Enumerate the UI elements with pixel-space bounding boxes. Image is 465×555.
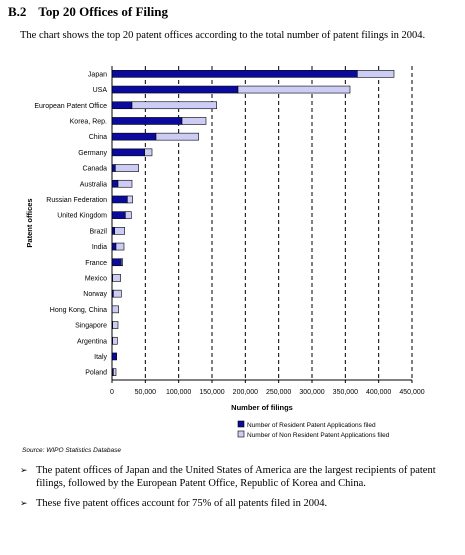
arrow-bullet-icon: ➢	[20, 465, 36, 490]
category-label: Argentina	[77, 338, 107, 345]
section-number: B.2	[8, 4, 26, 19]
category-label: Poland	[85, 370, 107, 377]
bar-nonresident	[113, 369, 116, 376]
bar-nonresident	[125, 212, 131, 219]
legend-label-resident: Number of Resident Patent Applications f…	[247, 422, 376, 429]
category-label: China	[89, 134, 107, 141]
bullet-item: ➢ These five patent offices account for …	[20, 498, 445, 511]
bar-resident	[112, 133, 156, 140]
x-tick-label: 150,000	[199, 389, 224, 396]
bar-resident	[112, 117, 182, 124]
bar-resident	[112, 259, 121, 266]
category-label: USA	[93, 87, 108, 94]
bullet-text: The patent offices of Japan and the Unit…	[36, 465, 445, 490]
category-label: European Patent Office	[34, 103, 107, 110]
x-tick-label: 100,000	[166, 389, 191, 396]
bar-nonresident	[113, 290, 121, 297]
bar-nonresident	[113, 274, 121, 281]
bar-resident	[112, 86, 238, 93]
source-note: Source: WIPO Statistics Database	[22, 447, 121, 454]
x-tick-label: 400,000	[366, 389, 391, 396]
category-label: India	[92, 244, 107, 251]
category-label: United Kingdom	[57, 213, 107, 220]
bar-nonresident	[132, 102, 217, 109]
bullet-text: These five patent offices account for 75…	[36, 498, 445, 511]
bar-nonresident	[357, 70, 394, 77]
category-label: Hong Kong, China	[50, 307, 107, 314]
bar-nonresident	[238, 86, 350, 93]
bar-nonresident	[156, 133, 199, 140]
bullet-item: ➢ The patent offices of Japan and the Un…	[20, 465, 445, 490]
bar-resident	[112, 180, 118, 187]
bar-resident	[112, 353, 117, 360]
bar-nonresident	[182, 117, 206, 124]
bar-resident	[112, 196, 127, 203]
category-label: Norway	[83, 291, 107, 298]
bar-nonresident	[112, 306, 119, 313]
y-axis-title: Patent offices	[25, 198, 34, 247]
bar-nonresident	[113, 322, 118, 329]
category-label: Japan	[88, 71, 107, 78]
bar-nonresident	[115, 165, 138, 172]
arrow-bullet-icon: ➢	[20, 498, 36, 511]
bar-nonresident	[127, 196, 132, 203]
x-tick-label: 450,000	[399, 389, 424, 396]
category-label: Australia	[80, 181, 107, 188]
x-tick-label: 0	[110, 389, 114, 396]
legend-label-nonresident: Number of Non Resident Patent Applicatio…	[247, 432, 390, 439]
x-tick-label: 300,000	[299, 389, 324, 396]
category-label: France	[85, 260, 107, 267]
intro-text: The chart shows the top 20 patent office…	[20, 30, 440, 42]
category-label: Mexico	[85, 275, 107, 282]
bar-resident	[112, 212, 125, 219]
bar-nonresident	[118, 180, 132, 187]
x-axis-title: Number of filings	[231, 403, 293, 412]
category-label: Canada	[82, 166, 107, 173]
patent-filings-chart: Japan USA European Patent Office Korea, Rep…	[0, 60, 465, 445]
legend-swatch-resident	[238, 421, 244, 427]
bullet-list: ➢ The patent offices of Japan and the Un…	[20, 465, 445, 519]
bar-resident	[112, 102, 132, 109]
bar-nonresident	[115, 227, 125, 234]
category-label: Brazil	[89, 228, 107, 235]
category-label: Russian Federation	[46, 197, 107, 204]
x-tick-label: 50,000	[135, 389, 157, 396]
bar-resident	[112, 149, 145, 156]
bar-nonresident	[113, 337, 118, 344]
bar-resident	[112, 70, 357, 77]
bar-nonresident	[121, 259, 122, 266]
category-label: Italy	[94, 354, 107, 361]
category-label: Germany	[78, 150, 107, 157]
section-title: Top 20 Offices of Filing	[38, 4, 168, 19]
category-label: Korea, Rep.	[70, 118, 107, 125]
x-tick-label: 200,000	[233, 389, 258, 396]
bar-nonresident	[116, 243, 124, 250]
category-label: Singapore	[75, 323, 107, 330]
x-tick-label: 250,000	[266, 389, 291, 396]
x-tick-label: 350,000	[333, 389, 358, 396]
bar-resident	[112, 243, 116, 250]
legend-swatch-nonresident	[238, 431, 244, 437]
bar-nonresident	[145, 149, 152, 156]
section-heading: B.2 Top 20 Offices of Filing	[8, 4, 168, 20]
